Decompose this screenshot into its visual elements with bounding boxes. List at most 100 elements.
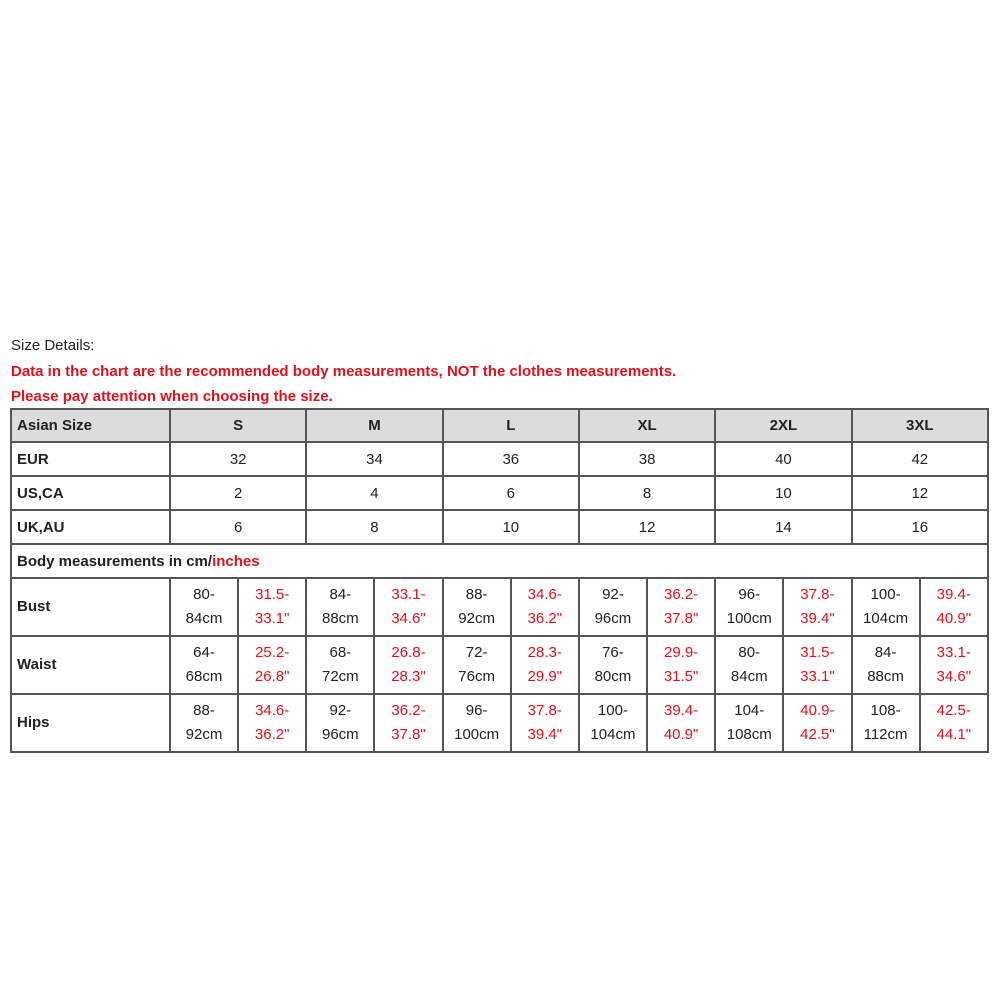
size-value: 36 [441, 441, 580, 477]
inch-value-line: 34.6" [391, 610, 426, 627]
row-label: UK,AU [9, 509, 172, 545]
inch-value: 33.1- 34.6" [373, 577, 444, 637]
cm-value-line: 88- [193, 702, 215, 719]
size-details-title: Size Details: [11, 337, 95, 354]
inch-value-line: 33.1" [800, 668, 835, 685]
size-chart-table: Asian Size S M L XL 2XL 3XL EUR 32 34 36 38 40 42 US,C… [9, 408, 990, 753]
inch-value-line: 28.3" [391, 668, 426, 685]
size-details-intro: Size Details: Data in the chart are the … [11, 333, 676, 410]
cm-value-line: 84- [874, 644, 897, 661]
size-value: 38 [577, 441, 717, 477]
header-row: Asian Size S M L XL 2XL 3XL [9, 408, 990, 443]
inch-value: 26.8- 28.3" [373, 635, 444, 695]
size-value: 8 [577, 475, 717, 511]
inch-value-line: 25.2- [255, 644, 290, 661]
size-value: 16 [850, 509, 990, 545]
inch-value: 25.2- 26.8" [237, 635, 308, 695]
inch-value-line: 42.5- [936, 702, 971, 719]
inch-value: 40.9- 42.5" [782, 693, 853, 753]
inch-value-line: 40.9" [663, 726, 699, 743]
inch-value-line: 26.8" [254, 668, 290, 685]
cm-value: 80- 84cm [714, 635, 785, 695]
inch-value-line: 39.4- [663, 702, 699, 719]
inch-value: 33.1- 34.6" [918, 635, 990, 695]
size-value: 4 [305, 475, 444, 511]
size-header-l: L [441, 408, 580, 443]
cm-value-line: 84cm [185, 610, 223, 627]
inch-value: 31.5- 33.1" [237, 577, 308, 637]
size-value: 42 [850, 441, 990, 477]
inch-value-line: 36.2" [527, 610, 563, 627]
inch-value: 31.5- 33.1" [782, 635, 853, 695]
cm-value: 92- 96cm [577, 577, 648, 637]
section-row: Body measurements in cm/inches [10, 543, 989, 579]
attention-warning: Please pay attention when choosing the s… [11, 388, 333, 405]
inch-value-line: 26.8- [391, 644, 426, 661]
inch-value: 36.2- 37.8" [645, 577, 717, 637]
section-label-inches: inches [212, 552, 260, 570]
size-value: 10 [714, 475, 853, 511]
inch-value-line: 42.5" [800, 726, 835, 743]
measurement-row-hips: Hips 88- 92cm 34.6- 36.2" 92- 96cm 36.2- 37.8" 96… [9, 693, 990, 753]
cm-value-line: 64- [193, 644, 215, 661]
inch-value-line: 40.9" [936, 610, 972, 627]
size-value: 32 [169, 441, 308, 477]
cm-value-line: 104cm [863, 610, 909, 627]
inch-value-line: 40.9- [800, 702, 835, 719]
size-value: 8 [305, 509, 444, 545]
cm-value-line: 72cm [321, 668, 359, 685]
inch-value: 34.6- 36.2" [237, 693, 308, 753]
inch-value: 29.9- 31.5" [645, 635, 717, 695]
cm-value: 80- 84cm [169, 577, 240, 637]
row-label: Hips [9, 693, 172, 753]
cm-value-line: 104- [734, 702, 765, 719]
size-value: 40 [714, 441, 853, 477]
inch-value-line: 28.3- [527, 644, 562, 661]
cm-value-line: 68- [329, 644, 352, 661]
cm-value: 100- 104cm [850, 577, 921, 637]
measurement-row-bust: Bust 80- 84cm 31.5- 33.1" 84- 88cm 33.1- 34.6" 88… [9, 577, 990, 637]
cm-value-line: 88cm [321, 610, 359, 627]
inch-value-line: 31.5- [800, 644, 835, 661]
size-header-m: M [305, 408, 444, 443]
cm-value: 72- 76cm [441, 635, 512, 695]
cm-value-line: 80cm [594, 668, 632, 685]
cm-value-line: 80- [738, 644, 761, 661]
cm-value-line: 80- [193, 586, 215, 603]
cm-value: 100- 104cm [577, 693, 648, 753]
inch-value-line: 44.1" [936, 726, 972, 743]
inch-value-line: 36.2- [391, 702, 426, 719]
inch-value-line: 33.1- [391, 586, 426, 603]
size-header-2xl: 2XL [714, 408, 853, 443]
cm-value-line: 76- [602, 644, 624, 661]
size-header-3xl: 3XL [850, 408, 990, 443]
cm-value-line: 92cm [185, 726, 223, 743]
cm-value: 84- 88cm [850, 635, 921, 695]
conversion-row: US,CA 2 4 6 8 10 12 [9, 475, 990, 511]
inch-value-line: 39.4" [800, 610, 835, 627]
cm-value-line: 100- [870, 586, 901, 603]
cm-value: 64- 68cm [169, 635, 240, 695]
row-label: Waist [9, 635, 172, 695]
cm-value-line: 84- [329, 586, 352, 603]
inch-value-line: 29.9" [527, 668, 563, 685]
cm-value: 88- 92cm [441, 577, 512, 637]
inch-value-line: 31.5" [663, 668, 699, 685]
inch-value: 37.8- 39.4" [782, 577, 853, 637]
header-label: Asian Size [9, 408, 172, 443]
measurement-warning: Data in the chart are the recommended bo… [11, 362, 677, 380]
cm-value-line: 104cm [590, 726, 636, 743]
cm-value: 92- 96cm [305, 693, 376, 753]
cm-value-line: 100- [597, 702, 628, 719]
inch-value: 37.8- 39.4" [509, 693, 580, 753]
size-value: 14 [714, 509, 853, 545]
cm-value: 76- 80cm [577, 635, 648, 695]
inch-value-line: 34.6- [255, 702, 290, 719]
row-label: US,CA [9, 475, 172, 511]
inch-value: 36.2- 37.8" [373, 693, 444, 753]
cm-value-line: 96cm [594, 610, 632, 627]
cm-value-line: 88cm [867, 668, 904, 685]
cm-value: 88- 92cm [169, 693, 240, 753]
section-label-cm: Body measurements in cm/ [17, 552, 213, 570]
cm-value-line: 108cm [726, 726, 772, 743]
